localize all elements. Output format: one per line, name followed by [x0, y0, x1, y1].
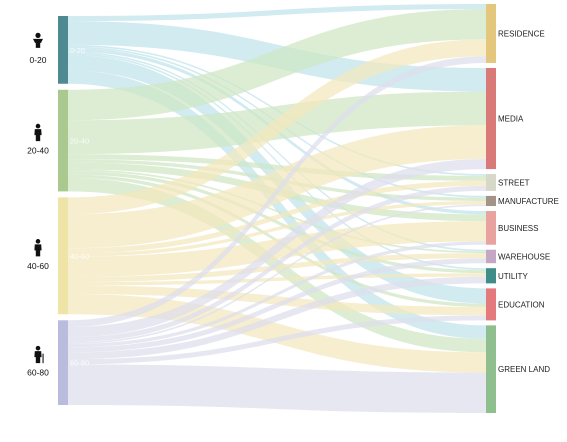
target-label: EDUCATION: [498, 300, 545, 309]
flow-s0-t0: [68, 4, 486, 22]
flow-s0-t5: [68, 51, 486, 252]
target-node-t2: [486, 174, 496, 191]
source-label: 60-80: [27, 368, 49, 378]
target-label: WAREHOUSE: [498, 252, 550, 261]
target-label: STREET: [498, 178, 530, 187]
source-node-s1: [58, 89, 68, 192]
flow-s2-t0: [68, 39, 486, 215]
source-node-s0: [58, 16, 68, 84]
nodes-layer: [58, 4, 496, 413]
adult-icon: [34, 123, 42, 142]
target-label: RESIDENCE: [498, 29, 545, 38]
target-label: UTILITY: [498, 272, 528, 281]
target-node-t4: [486, 211, 496, 245]
source-node-s3: [58, 320, 68, 405]
source-bar-label: 0-20: [70, 46, 85, 55]
target-label: MANUFACTURE: [498, 197, 559, 206]
flow-s3-t0: [68, 56, 486, 328]
flow-s1-t5: [68, 169, 486, 254]
flow-s1-t0: [68, 9, 486, 121]
flow-s0-t6: [68, 53, 486, 270]
source-node-s2: [58, 197, 68, 315]
target-node-t7: [486, 288, 496, 321]
target-node-t5: [486, 249, 496, 264]
target-node-t8: [486, 325, 496, 413]
flows-layer: [68, 4, 486, 413]
child-icon: [33, 32, 43, 48]
target-label: MEDIA: [498, 115, 524, 124]
target-node-t0: [486, 4, 496, 63]
middle-age-icon: [34, 239, 42, 257]
flow-s1-t2: [68, 154, 486, 181]
flow-s3-t7: [68, 315, 486, 365]
flow-s3-t3: [68, 204, 486, 345]
flow-s2-t2: [68, 180, 486, 254]
target-label: GREEN LAND: [498, 365, 550, 374]
flow-s2-t6: [68, 273, 486, 286]
source-label: 20-40: [27, 146, 49, 156]
target-node-t6: [486, 268, 496, 284]
flow-s2-t1: [68, 125, 486, 249]
source-bar-label: 60-80: [70, 359, 89, 368]
flow-s3-t6: [68, 276, 486, 360]
flow-s3-t4: [68, 241, 486, 348]
flow-s2-t3: [68, 200, 486, 257]
source-bar-label: 20-40: [70, 137, 89, 146]
flow-s3-t8: [68, 364, 486, 413]
elderly-icon: [34, 345, 44, 364]
flow-s3-t5: [68, 258, 486, 353]
labels-layer: 0-20 0-20 20-40 20-40 40-60 40-60 60-80 60-80 RE…: [27, 29, 559, 377]
target-label: BUSINESS: [498, 224, 538, 233]
target-node-t1: [486, 67, 496, 170]
flow-s3-t1: [68, 158, 486, 338]
flow-s2-t5: [68, 253, 486, 283]
flow-s3-t2: [68, 185, 486, 343]
source-bar-label: 40-60: [70, 252, 89, 261]
flow-s0-t8: [68, 70, 486, 339]
source-label: 0-20: [29, 55, 46, 65]
source-label: 40-60: [27, 261, 49, 271]
flow-s1-t6: [68, 171, 486, 274]
target-node-t3: [486, 195, 496, 207]
